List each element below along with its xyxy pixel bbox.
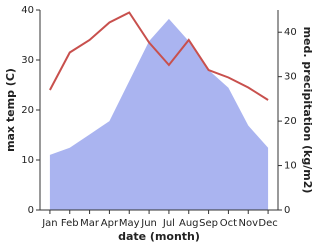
- x-tick-label: Apr: [101, 218, 119, 229]
- x-tick-label: Aug: [179, 218, 199, 229]
- y-tick-label: 40: [21, 5, 34, 16]
- x-axis-label: date (month): [118, 230, 200, 243]
- y2-tick-label: 0: [284, 205, 290, 216]
- temp-line: [49, 11, 269, 101]
- y-tick-label: 30: [21, 55, 34, 66]
- y-axis-label: max temp (C): [4, 68, 17, 152]
- y-tick-label: 20: [21, 105, 34, 116]
- x-tick-label: Sep: [199, 218, 218, 229]
- y2-axis-label: med. precipitation (kg/m2): [301, 27, 314, 194]
- x-tick-label: Jul: [162, 218, 175, 229]
- chart: date (month) max temp (C) med. precipita…: [4, 5, 314, 243]
- x-tick-label: Nov: [238, 218, 258, 229]
- x-tick-label: Feb: [61, 218, 79, 229]
- y2-tick-label: 20: [284, 116, 297, 127]
- x-tick-label: Dec: [258, 218, 277, 229]
- x-tick-label: Mar: [80, 218, 100, 229]
- x-tick-label: Jan: [41, 218, 57, 229]
- x-tick-label: Jun: [140, 218, 157, 229]
- y2-tick-label: 40: [284, 27, 297, 38]
- y-tick-label: 10: [21, 155, 34, 166]
- y2-tick-label: 10: [284, 161, 297, 172]
- x-tick-label: May: [119, 218, 140, 229]
- y2-tick-label: 30: [284, 72, 297, 83]
- precipitation-area: [49, 18, 269, 211]
- x-tick-label: Oct: [220, 218, 237, 229]
- y-tick-label: 0: [28, 205, 34, 216]
